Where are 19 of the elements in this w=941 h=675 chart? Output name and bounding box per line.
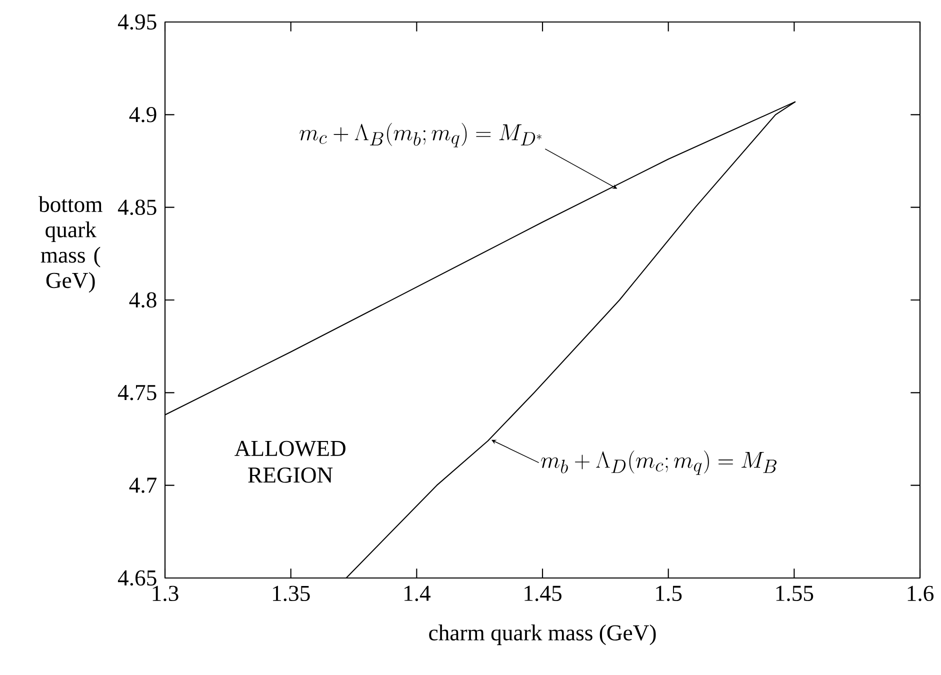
x-tick-label: 1.45 bbox=[524, 586, 562, 602]
y-tick-label: 4.85 bbox=[118, 200, 156, 216]
x-tick-label: 1.6 bbox=[908, 586, 934, 602]
x-tick-label: 1.5 bbox=[656, 586, 682, 602]
y-tick-label: 4.8 bbox=[129, 292, 156, 308]
y-tick-label: 4.65 bbox=[118, 570, 156, 586]
y-tick-label: 4.75 bbox=[118, 385, 156, 400]
x-tick-label: 1.35 bbox=[272, 586, 310, 602]
annotation: $m_c+\Lambda_B(m_b;m_q)=M_{D^*}$ bbox=[300, 122, 542, 148]
y-axis-title: bottom quark mass ( GeV) bbox=[38, 196, 102, 293]
x-tick-label: 1.4 bbox=[404, 586, 430, 602]
y-tick-label: 4.9 bbox=[129, 106, 156, 122]
y-tick-label: 4.7 bbox=[129, 478, 157, 493]
annotation: ALLOWED REGION bbox=[234, 440, 346, 483]
x-axis-title: charm quark mass (GeV) bbox=[429, 624, 656, 646]
y-tick-label: 4.95 bbox=[118, 14, 156, 30]
annotation: $m_b+\Lambda_D(m_c;m_q)=M_B$ bbox=[541, 450, 777, 475]
x-tick-label: 1.55 bbox=[776, 586, 814, 602]
x-tick-label: 1.3 bbox=[152, 586, 178, 602]
